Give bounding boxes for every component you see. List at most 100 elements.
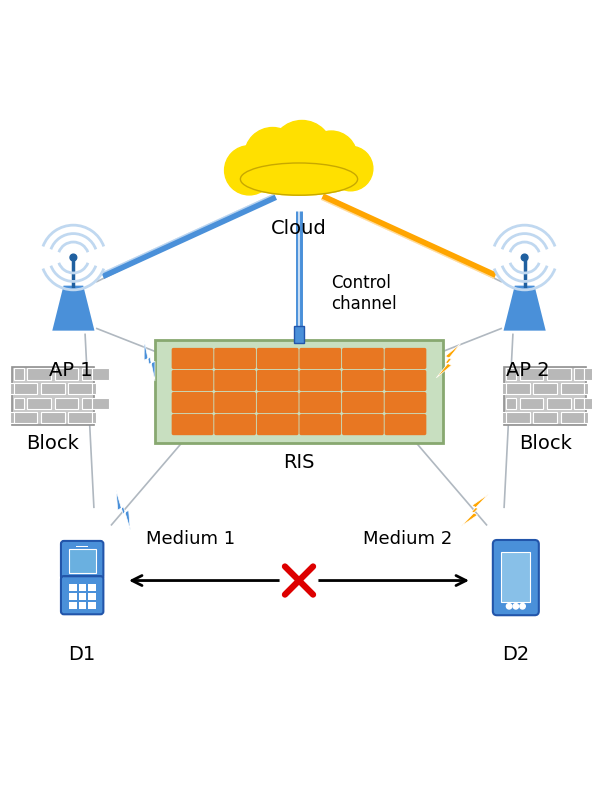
FancyBboxPatch shape	[172, 392, 213, 413]
Bar	[92, 369, 109, 380]
Bar	[68, 413, 92, 424]
Bar	[82, 398, 92, 409]
FancyBboxPatch shape	[61, 541, 103, 579]
Bar	[584, 398, 598, 409]
Ellipse shape	[240, 163, 358, 195]
Text: Cloud: Cloud	[271, 219, 327, 238]
Text: D2: D2	[502, 645, 529, 664]
Bar	[82, 369, 92, 380]
FancyBboxPatch shape	[257, 414, 298, 435]
Bar	[560, 413, 584, 424]
Bar	[502, 413, 506, 424]
Text: RIS: RIS	[283, 454, 315, 472]
Text: Block: Block	[518, 434, 572, 453]
Circle shape	[507, 604, 512, 609]
FancyBboxPatch shape	[493, 540, 539, 615]
FancyBboxPatch shape	[172, 348, 213, 369]
Bar	[54, 398, 78, 409]
Polygon shape	[52, 285, 94, 331]
Circle shape	[225, 145, 274, 195]
Bar	[155, 340, 443, 443]
FancyBboxPatch shape	[172, 414, 213, 435]
Bar	[69, 549, 96, 572]
Bar	[520, 398, 544, 409]
Bar	[560, 383, 584, 394]
Bar	[533, 383, 557, 394]
Bar	[88, 584, 96, 591]
Circle shape	[271, 120, 332, 182]
Bar	[76, 545, 89, 547]
Bar	[10, 413, 14, 424]
Circle shape	[280, 562, 318, 599]
FancyBboxPatch shape	[172, 370, 213, 391]
Bar	[41, 383, 65, 394]
Bar	[506, 413, 530, 424]
Bar	[14, 413, 38, 424]
FancyBboxPatch shape	[300, 370, 341, 391]
FancyBboxPatch shape	[342, 348, 384, 369]
Polygon shape	[116, 490, 130, 530]
Bar	[584, 383, 588, 394]
Bar	[547, 398, 570, 409]
Bar	[574, 369, 584, 380]
FancyBboxPatch shape	[257, 348, 298, 369]
FancyBboxPatch shape	[214, 370, 256, 391]
Circle shape	[521, 254, 528, 261]
Bar	[501, 552, 530, 602]
FancyBboxPatch shape	[385, 348, 426, 369]
FancyBboxPatch shape	[214, 392, 256, 413]
Bar	[69, 593, 77, 600]
Bar	[547, 369, 570, 380]
Circle shape	[306, 131, 357, 182]
Bar	[14, 369, 24, 380]
Bar	[92, 398, 109, 409]
FancyBboxPatch shape	[300, 414, 341, 435]
FancyBboxPatch shape	[342, 392, 384, 413]
FancyBboxPatch shape	[342, 414, 384, 435]
Text: Medium 1: Medium 1	[146, 531, 235, 549]
Text: Block: Block	[26, 434, 80, 453]
Bar	[14, 383, 38, 394]
Bar	[584, 369, 598, 380]
Polygon shape	[144, 340, 155, 381]
Bar	[28, 398, 51, 409]
Bar	[294, 326, 304, 343]
FancyBboxPatch shape	[385, 370, 426, 391]
Polygon shape	[504, 285, 546, 331]
Bar	[88, 593, 96, 600]
Bar	[28, 369, 51, 380]
Text: AP 1: AP 1	[48, 361, 92, 380]
FancyBboxPatch shape	[214, 414, 256, 435]
Bar	[69, 602, 77, 609]
FancyBboxPatch shape	[342, 370, 384, 391]
Bar	[506, 369, 516, 380]
Bar	[69, 584, 77, 591]
FancyBboxPatch shape	[214, 348, 256, 369]
Bar	[504, 366, 586, 425]
Bar	[92, 413, 96, 424]
FancyBboxPatch shape	[385, 414, 426, 435]
Circle shape	[245, 127, 301, 184]
Text: Control
channel: Control channel	[331, 274, 397, 313]
FancyBboxPatch shape	[385, 392, 426, 413]
FancyBboxPatch shape	[300, 348, 341, 369]
Bar	[12, 366, 94, 425]
Bar	[14, 398, 24, 409]
Bar	[41, 413, 65, 424]
FancyBboxPatch shape	[257, 392, 298, 413]
Bar	[584, 413, 588, 424]
FancyBboxPatch shape	[257, 370, 298, 391]
Bar	[520, 369, 544, 380]
Circle shape	[70, 254, 77, 261]
Bar	[506, 398, 516, 409]
Bar	[88, 602, 96, 609]
Bar	[78, 584, 86, 591]
Circle shape	[513, 604, 518, 609]
Bar	[502, 383, 506, 394]
Bar	[10, 383, 14, 394]
Polygon shape	[437, 343, 460, 378]
Bar	[78, 602, 86, 609]
FancyBboxPatch shape	[300, 392, 341, 413]
Bar	[54, 369, 78, 380]
Bar	[78, 593, 86, 600]
